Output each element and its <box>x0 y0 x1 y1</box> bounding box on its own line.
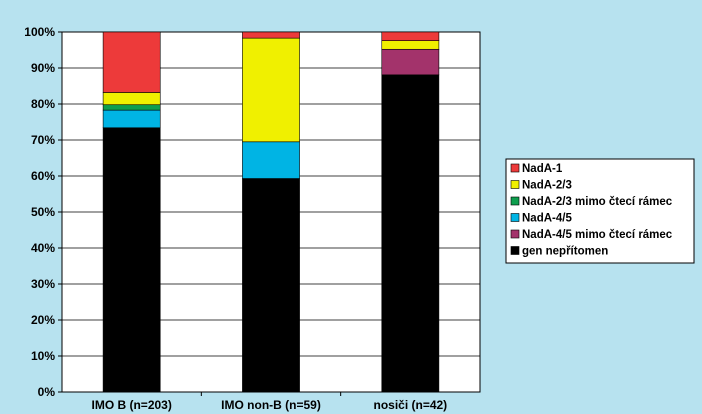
x-category-label: IMO B (n=203) <box>91 398 171 412</box>
legend-swatch <box>510 246 520 255</box>
x-axis: IMO B (n=203) IMO non-B (n=59) nosiči (n=4… <box>91 392 447 412</box>
legend-label: NadA-4/5 <box>522 213 572 225</box>
y-tick-label: 70% <box>31 133 55 147</box>
bar-segment <box>102 92 161 106</box>
bar-segment <box>102 109 161 129</box>
y-tick-label: 20% <box>31 313 55 327</box>
bar-segment <box>102 31 161 93</box>
y-tick-label: 90% <box>31 61 55 75</box>
legend-swatch <box>510 213 520 222</box>
legend: NadA-1 NadA-2/3 NadA-2/3 mimo čtecí rámec N… <box>505 158 695 264</box>
y-tick-label: 0% <box>38 385 56 399</box>
y-tick-label: 60% <box>31 169 55 183</box>
bar-segment <box>242 178 300 393</box>
bar-segment <box>381 48 440 76</box>
x-category-label: nosiči (n=42) <box>373 398 447 412</box>
bar-segment <box>242 37 300 143</box>
legend-label: NadA-1 <box>522 163 563 175</box>
legend-label: NadA-2/3 mimo čtecí rámec <box>522 196 673 208</box>
legend-label: gen nepřítomen <box>522 246 608 258</box>
bar-segment <box>381 31 440 41</box>
y-tick-label: 40% <box>31 241 55 255</box>
bars <box>102 31 440 393</box>
y-tick-label: 30% <box>31 277 55 291</box>
legend-swatch <box>510 229 520 239</box>
legend-swatch <box>510 196 520 206</box>
y-tick-label: 100% <box>24 25 55 39</box>
y-tick-label: 50% <box>31 205 55 219</box>
bar-segment <box>102 104 161 111</box>
legend-swatch <box>510 163 520 173</box>
legend-label: NadA-2/3 <box>522 180 572 192</box>
bar-segment <box>381 40 440 50</box>
y-tick-label: 80% <box>31 97 55 111</box>
legend-box <box>505 158 695 264</box>
bar-segment <box>242 31 300 39</box>
y-axis: 0% 10% 20% 30% 40% 50% 60% 70% 80% 90% 100% <box>24 25 62 399</box>
bar-segment <box>102 127 161 393</box>
x-category-label: IMO non-B (n=59) <box>221 398 321 412</box>
bar-segment <box>242 141 300 179</box>
legend-swatch <box>510 180 520 189</box>
bar-segment <box>381 74 440 393</box>
legend-label: NadA-4/5 mimo čtecí rámec <box>522 229 673 241</box>
y-tick-label: 10% <box>31 349 55 363</box>
